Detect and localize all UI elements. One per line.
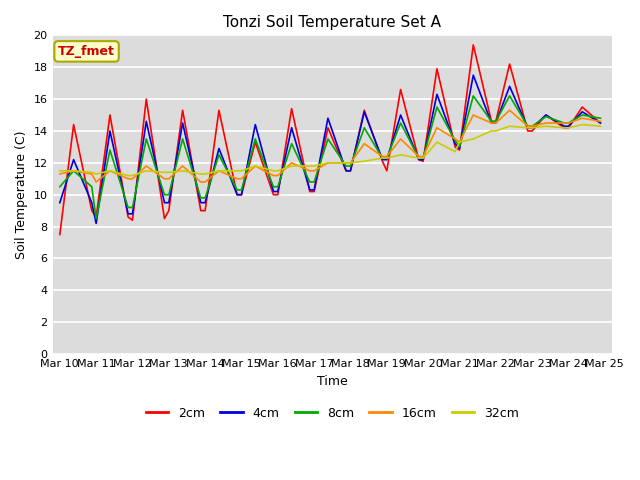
Y-axis label: Soil Temperature (C): Soil Temperature (C)	[15, 131, 28, 259]
Title: Tonzi Soil Temperature Set A: Tonzi Soil Temperature Set A	[223, 15, 442, 30]
X-axis label: Time: Time	[317, 374, 348, 387]
Legend: 2cm, 4cm, 8cm, 16cm, 32cm: 2cm, 4cm, 8cm, 16cm, 32cm	[141, 402, 524, 425]
Text: TZ_fmet: TZ_fmet	[58, 45, 115, 58]
